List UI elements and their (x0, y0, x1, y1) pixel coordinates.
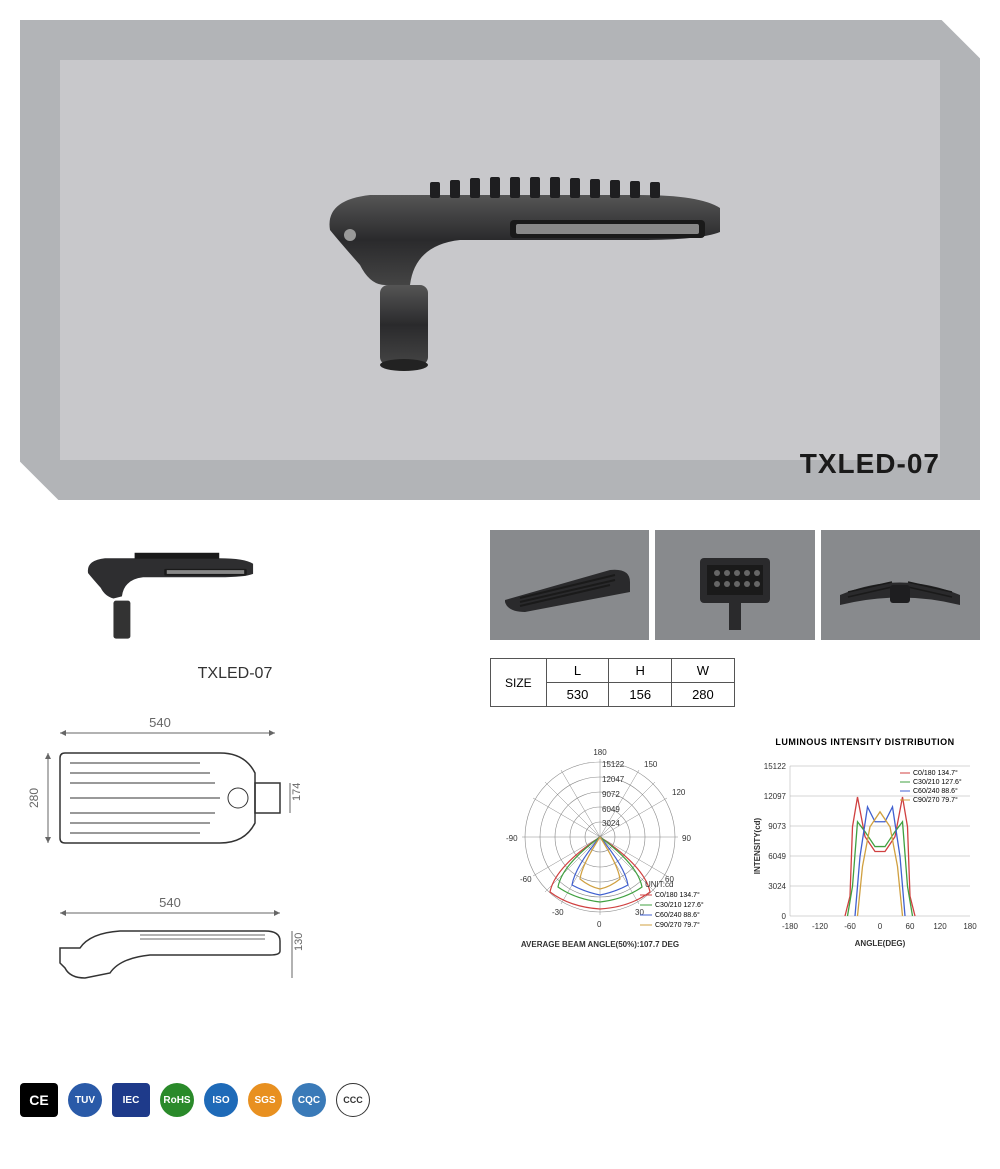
svg-text:180: 180 (963, 922, 977, 931)
svg-text:12097: 12097 (764, 792, 787, 801)
badge-ce: CE (20, 1083, 58, 1117)
badge-tuv: TUV (68, 1083, 102, 1117)
svg-text:C60/240 88.6°: C60/240 88.6° (655, 911, 700, 919)
svg-text:9072: 9072 (602, 790, 620, 799)
svg-text:-180: -180 (782, 922, 799, 931)
badge-cqc: CQC (292, 1083, 326, 1117)
svg-text:0: 0 (878, 922, 883, 931)
svg-text:3024: 3024 (768, 882, 786, 891)
product-thumbnail-block: TXLED-07 (20, 530, 450, 683)
col-h: H (609, 659, 672, 683)
product-model-title: TXLED-07 (800, 448, 940, 480)
col-l: L (546, 659, 609, 683)
size-label: SIZE (491, 659, 547, 707)
svg-text:AVERAGE BEAM ANGLE(50%):107.7: AVERAGE BEAM ANGLE(50%):107.7 DEG (521, 940, 679, 949)
svg-text:-120: -120 (812, 922, 829, 931)
svg-text:180: 180 (593, 748, 607, 757)
badge-sgs: SGS (248, 1083, 282, 1117)
product-thumbnail (40, 535, 280, 645)
technical-drawing-side: 540 130 (20, 893, 450, 1018)
view-back (821, 530, 980, 640)
svg-text:C60/240 88.6°: C60/240 88.6° (913, 787, 958, 795)
svg-text:6049: 6049 (602, 805, 620, 814)
col-w: W (672, 659, 735, 683)
svg-text:C90/270 79.7°: C90/270 79.7° (913, 796, 958, 804)
svg-text:540: 540 (149, 715, 171, 730)
size-table: SIZE L H W 530 156 280 (490, 658, 735, 707)
svg-text:-60: -60 (844, 922, 856, 931)
svg-text:INTENSITY(cd): INTENSITY(cd) (753, 817, 762, 874)
thumbnail-label: TXLED-07 (20, 665, 450, 683)
svg-text:C30/210 127.6°: C30/210 127.6° (913, 778, 962, 786)
svg-text:C0/180 134.7°: C0/180 134.7° (655, 891, 700, 899)
intensity-chart: LUMINOUS INTENSITY DISTRIBUTION 15122 12… (750, 737, 980, 962)
svg-text:174: 174 (291, 783, 303, 801)
product-hero-image (220, 140, 780, 380)
val-w: 280 (672, 683, 735, 707)
svg-text:90: 90 (682, 834, 691, 843)
svg-text:30: 30 (635, 908, 644, 917)
svg-text:15122: 15122 (764, 762, 787, 771)
svg-text:280: 280 (27, 788, 41, 808)
product-views-row (490, 530, 980, 640)
certification-badges: CE TUV IEC RoHS ISO SGS CQC CCC (20, 1083, 980, 1117)
hero-inner (60, 60, 940, 460)
svg-text:ANGLE(DEG): ANGLE(DEG) (855, 939, 906, 948)
svg-text:120: 120 (672, 788, 686, 797)
svg-text:C90/270 79.7°: C90/270 79.7° (655, 921, 700, 929)
badge-iso: ISO (204, 1083, 238, 1117)
badge-ccc: CCC (336, 1083, 370, 1117)
svg-text:120: 120 (933, 922, 947, 931)
svg-text:540: 540 (159, 895, 181, 910)
view-side (490, 530, 649, 640)
val-l: 530 (546, 683, 609, 707)
svg-text:15122: 15122 (602, 760, 625, 769)
svg-text:0: 0 (782, 912, 787, 921)
svg-text:6049: 6049 (768, 852, 786, 861)
val-h: 156 (609, 683, 672, 707)
svg-text:9073: 9073 (768, 822, 786, 831)
svg-text:0: 0 (597, 920, 602, 929)
technical-drawing-top: 540 280 (20, 713, 450, 868)
svg-text:12047: 12047 (602, 775, 625, 784)
svg-text:3024: 3024 (602, 819, 620, 828)
svg-text:UNIT:cd: UNIT:cd (645, 880, 673, 889)
svg-text:-60: -60 (520, 875, 532, 884)
badge-iec: IEC (112, 1083, 150, 1117)
svg-text:60: 60 (906, 922, 915, 931)
svg-text:C0/180 134.7°: C0/180 134.7° (913, 769, 958, 777)
svg-text:130: 130 (293, 933, 305, 951)
polar-chart: 180 150 120 90 -90 -60 -30 0 30 60 15122… (490, 737, 720, 962)
intensity-chart-title: LUMINOUS INTENSITY DISTRIBUTION (750, 737, 980, 747)
svg-text:-30: -30 (552, 908, 564, 917)
badge-rohs: RoHS (160, 1083, 194, 1117)
svg-text:-90: -90 (506, 834, 518, 843)
hero-banner: TXLED-07 (20, 20, 980, 500)
view-front (655, 530, 814, 640)
svg-text:C30/210 127.6°: C30/210 127.6° (655, 901, 704, 909)
svg-text:150: 150 (644, 760, 658, 769)
